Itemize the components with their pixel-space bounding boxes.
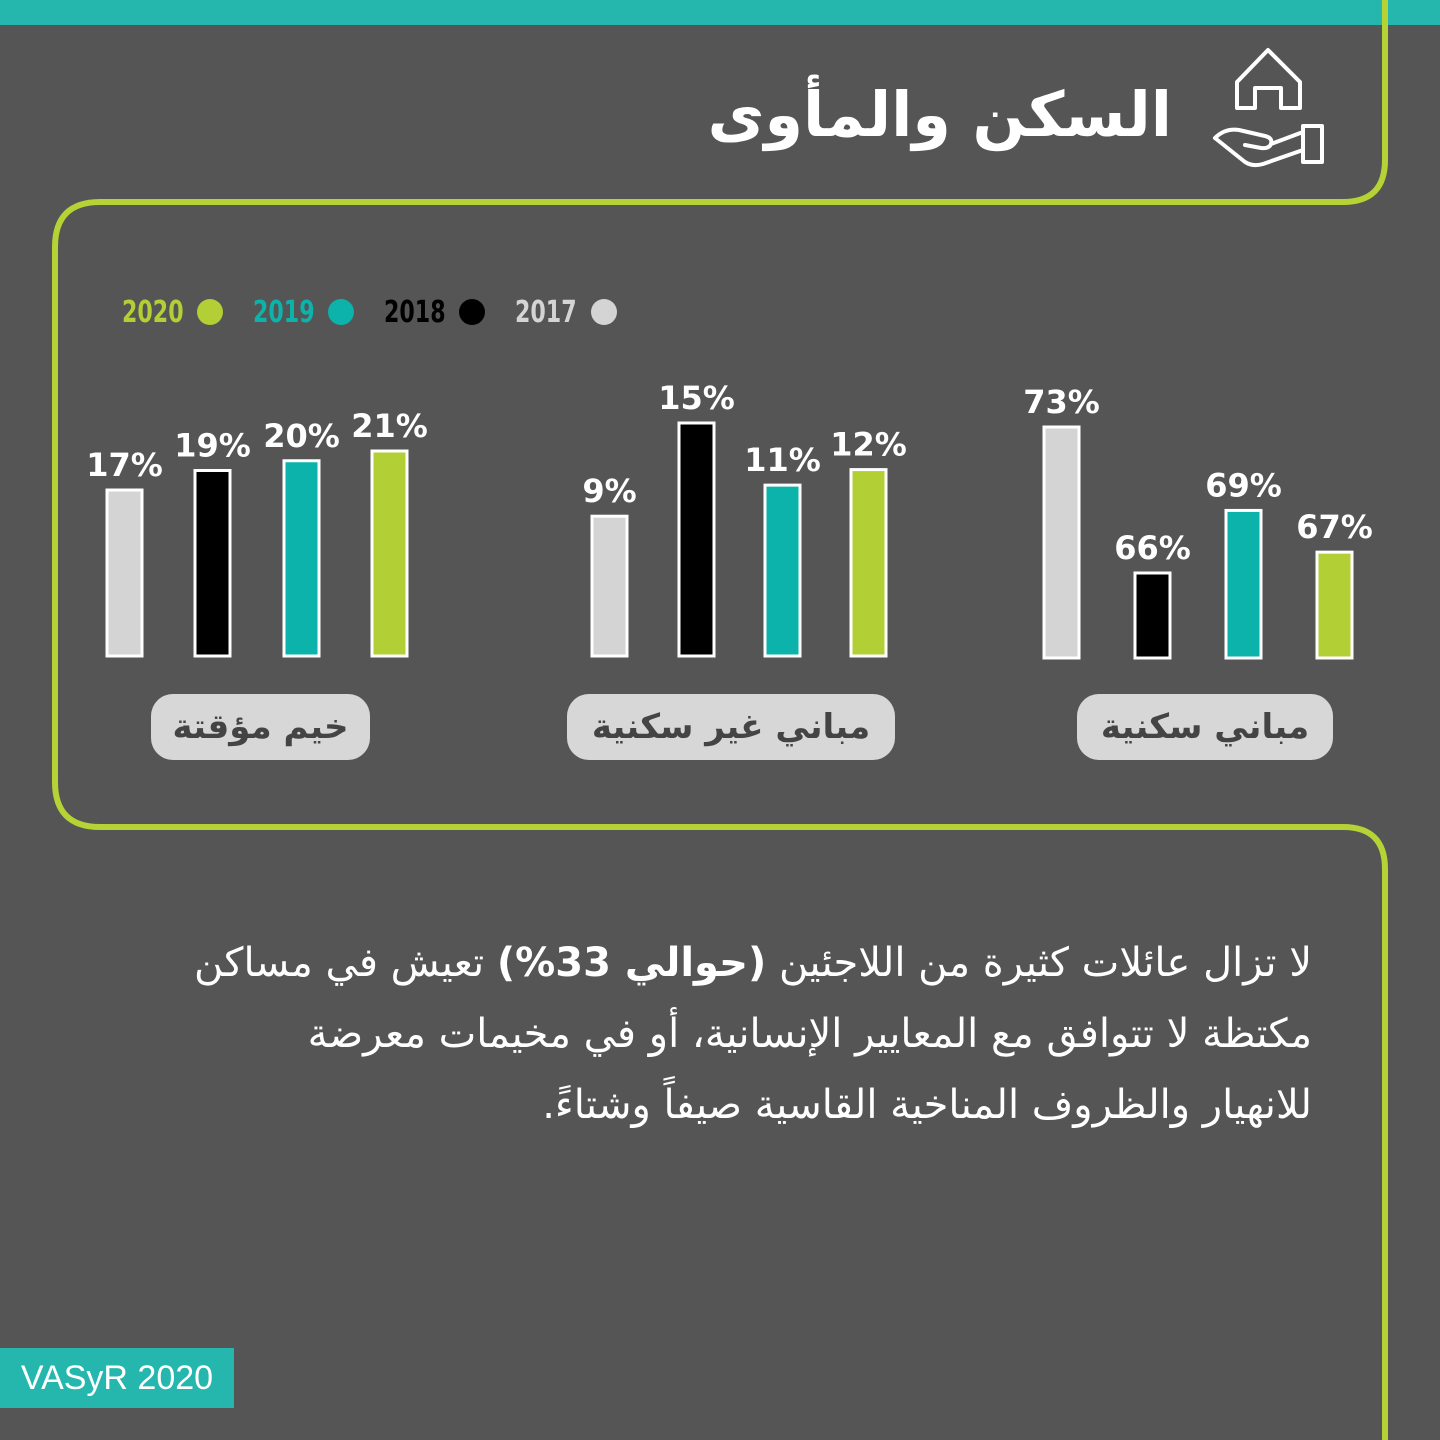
- bar-label-0-2020: 67%: [1296, 508, 1373, 546]
- legend-dot-2020: [197, 299, 224, 325]
- bar-label-0-2018: 66%: [1114, 529, 1191, 567]
- bar-0-2018: [1133, 571, 1172, 660]
- bar-label-0-2017: 73%: [1023, 383, 1100, 421]
- bar-label-2-2019: 20%: [263, 417, 340, 455]
- description-line-2: مكتظة لا تتوافق مع المعايير الإنسانية، أ…: [307, 1011, 1312, 1057]
- description-highlight: (حوالي 33%): [496, 940, 767, 986]
- legend-label-2019: 2019: [253, 294, 315, 330]
- legend-dot-2017: [590, 299, 617, 325]
- page-title: السكن والمأوى: [707, 78, 1172, 151]
- bar-2-2018: [193, 469, 232, 658]
- legend-label-2018: 2018: [384, 294, 446, 330]
- description-text: لا تزال عائلات كثيرة من اللاجئين (حوالي …: [80, 928, 1312, 1141]
- legend-item-2018: 2018: [384, 294, 486, 330]
- bar-0-2020: [1315, 550, 1354, 660]
- bar-0-2019: [1224, 508, 1263, 660]
- house-in-hand-icon: [1213, 48, 1324, 168]
- bar-label-2-2020: 21%: [351, 407, 428, 445]
- bar-1-2017: [590, 514, 629, 658]
- bar-2-2019: [282, 459, 321, 658]
- bar-2-2017: [105, 488, 144, 658]
- category-label-residential: مباني سكنية: [1077, 694, 1333, 760]
- source-badge: VASyR 2020: [0, 1348, 234, 1408]
- top-accent-strip: [0, 0, 1440, 25]
- legend-label-2017: 2017: [515, 294, 577, 330]
- description-line-1: لا تزال عائلات كثيرة من اللاجئين (حوالي …: [80, 928, 1312, 999]
- legend-item-2020: 2020: [122, 294, 224, 330]
- bar-label-2-2018: 19%: [174, 427, 251, 465]
- legend-label-2020: 2020: [122, 294, 184, 330]
- bar-1-2018: [677, 421, 716, 658]
- bar-1-2020: [849, 468, 888, 658]
- bar-1-2019: [763, 483, 802, 658]
- category-label-temporary-tents: خيم مؤقتة: [151, 694, 370, 760]
- bar-label-2-2017: 17%: [86, 446, 163, 484]
- description-line-1-start: لا تزال عائلات كثيرة من اللاجئين: [778, 940, 1312, 986]
- bar-label-0-2019: 69%: [1205, 466, 1282, 504]
- bar-label-1-2019: 11%: [744, 441, 821, 479]
- description-line-3: للانهيار والظروف المناخية القاسية صيفاً …: [542, 1082, 1312, 1128]
- bar-label-1-2017: 9%: [582, 472, 636, 510]
- bar-0-2017: [1042, 425, 1081, 660]
- bar-label-1-2020: 12%: [830, 426, 907, 464]
- legend-item-2017: 2017: [515, 294, 617, 330]
- legend-dot-2018: [459, 299, 486, 325]
- category-label-non-residential: مباني غير سكنية: [567, 694, 895, 760]
- chart-legend: 2020 2019 2018 2017: [122, 292, 647, 332]
- legend-item-2019: 2019: [253, 294, 355, 330]
- bar-2-2020: [370, 449, 409, 658]
- description-line-1-end: تعيش في مساكن: [193, 940, 485, 986]
- bar-label-1-2018: 15%: [658, 379, 735, 417]
- legend-dot-2019: [328, 299, 355, 325]
